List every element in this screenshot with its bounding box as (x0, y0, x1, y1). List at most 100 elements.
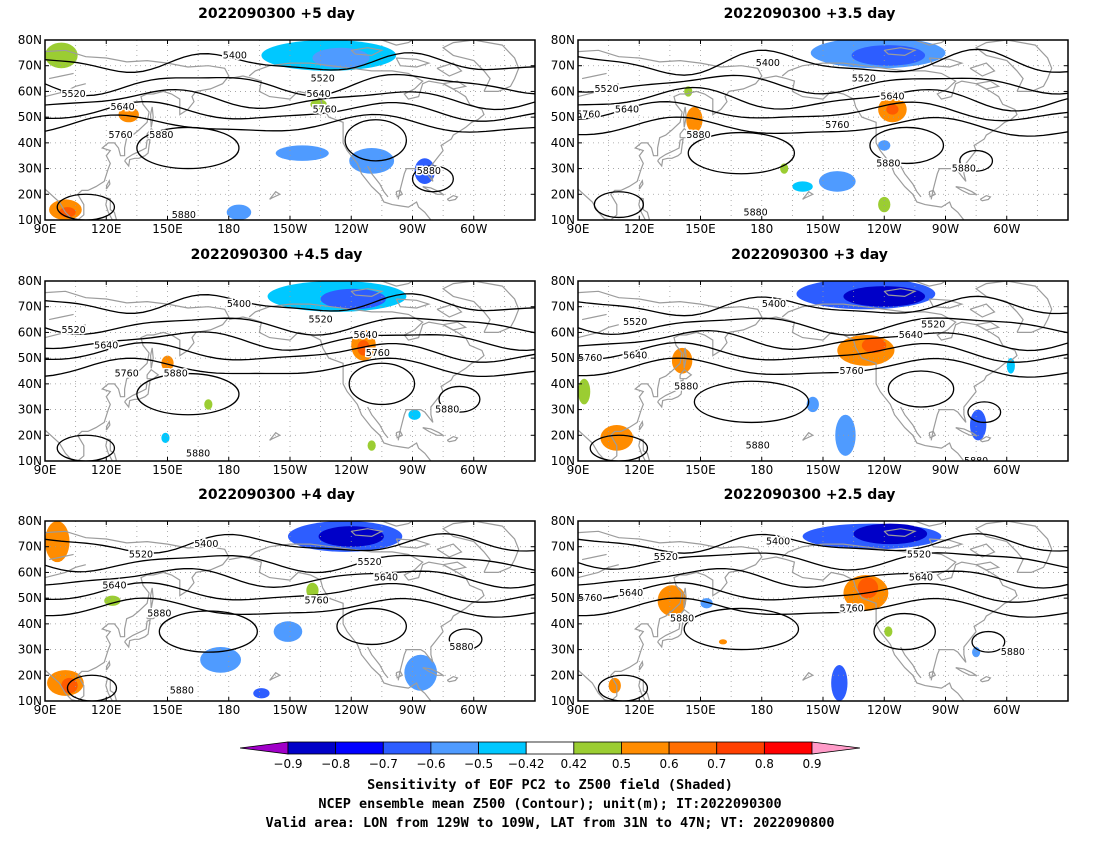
y-tick-label: 10N (18, 213, 42, 227)
x-tick-label: 150W (273, 463, 308, 477)
coastline (955, 667, 979, 676)
sensitivity-shading (857, 577, 879, 599)
coastline (45, 324, 86, 339)
y-tick-label: 20N (18, 668, 42, 682)
panel-title: 2022090300 +5 day (198, 6, 355, 22)
coastline (446, 675, 459, 683)
coastline (578, 83, 619, 98)
coastline (781, 543, 1018, 681)
y-tick-label: 10N (551, 454, 575, 468)
coastline (975, 80, 1001, 90)
y-tick-label: 50N (18, 591, 42, 605)
sensitivity-shading (831, 665, 848, 701)
coastline (45, 530, 230, 701)
contour-label: 5760 (115, 369, 139, 380)
contour-label: 5520 (852, 74, 876, 85)
x-tick-label: 150W (273, 222, 308, 236)
coastline (914, 40, 946, 46)
x-tick-label: 60W (993, 703, 1020, 717)
x-tick-label: 120W (334, 463, 369, 477)
contour-label: 5640 (374, 573, 398, 584)
coastline (248, 62, 485, 200)
colorbar-label: 0.42 (560, 757, 587, 771)
height-contour (578, 74, 1068, 95)
height-contour (45, 88, 535, 111)
x-tick-label: 120W (867, 222, 902, 236)
coastline (228, 75, 432, 220)
sensitivity-shading (886, 104, 899, 115)
height-contour (959, 149, 994, 172)
map-plot: 5400552055205640564057605760588058805880… (551, 274, 1069, 477)
coastline (679, 608, 693, 620)
height-contour (578, 357, 1068, 378)
contour-label: 5880 (876, 158, 900, 169)
sensitivity-shading (884, 626, 893, 637)
coastline (228, 316, 432, 461)
colorbar-label: 0.5 (612, 757, 631, 771)
coastline (578, 324, 619, 339)
contour-label: 5880 (149, 130, 173, 141)
coastline (578, 49, 763, 220)
colorbar-box (573, 741, 622, 755)
contour-label: 5880 (435, 405, 459, 416)
contour-label: 5760 (366, 348, 390, 359)
sensitivity-shading (835, 414, 856, 456)
height-contour (348, 362, 416, 406)
sensitivity-shading (61, 677, 78, 694)
coastline (581, 313, 607, 321)
coastline (395, 189, 404, 198)
height-contour (45, 113, 535, 133)
contour-label: 5880 (147, 609, 171, 620)
coastline (928, 189, 937, 198)
panel-title: 2022090300 +3 day (731, 247, 888, 263)
height-contour (45, 567, 535, 589)
contour-label: 5640 (623, 351, 647, 362)
contour-label: 5880 (1001, 647, 1025, 658)
height-contour (578, 101, 1068, 122)
y-tick-label: 60N (18, 565, 42, 579)
y-tick-label: 80N (18, 514, 42, 528)
height-contour (45, 554, 535, 574)
coastline (228, 556, 432, 701)
contour-label: 5760 (304, 596, 328, 607)
sensitivity-shading (851, 45, 926, 66)
x-tick-label: 150E (152, 463, 183, 477)
x-tick-label: 60W (993, 222, 1020, 236)
x-tick-label: 120E (624, 703, 655, 717)
height-contour (683, 607, 800, 651)
y-tick-label: 10N (551, 694, 575, 708)
coastline (761, 556, 965, 701)
contour-label: 5880 (186, 448, 210, 459)
map-panel-plus4-5-day: 2022090300 +4.5 day 5400 5520 5520 5640 5640… (10, 247, 543, 477)
contour-label: 5880 (417, 166, 441, 177)
height-contour (45, 331, 535, 352)
height-contour (136, 126, 240, 170)
x-tick-label: 150E (152, 703, 183, 717)
x-tick-label: 150W (273, 703, 308, 717)
height-contour (578, 116, 1068, 137)
caption-line-2: NCEP ensemble mean Z500 (Contour); unit(… (318, 796, 782, 812)
y-tick-label: 30N (551, 403, 575, 417)
contour-label: 5520 (61, 325, 85, 336)
sensitivity-shading (367, 440, 376, 451)
x-tick-label: 150E (685, 463, 716, 477)
y-tick-label: 80N (18, 274, 42, 288)
coastline (48, 72, 74, 80)
sensitivity-shading (161, 355, 174, 371)
coastline (442, 321, 468, 331)
height-contour (411, 165, 454, 193)
sensitivity-shading (806, 396, 819, 413)
x-tick-label: 90W (932, 222, 959, 236)
coastline (928, 670, 937, 679)
coastline (682, 347, 687, 369)
x-tick-label: 120W (867, 703, 902, 717)
colorbar-label: −0.9 (273, 757, 302, 771)
height-contour (45, 341, 535, 363)
colorbar: −0.9 −0.8 −0.7 −0.6 −0.5 −0.42 0.42 0.5 0.6 0.7 0.… (240, 741, 860, 771)
x-tick-label: 60W (460, 222, 487, 236)
coastline (436, 543, 463, 558)
contour-label: 5760 (578, 353, 602, 364)
contour-label: 5520 (311, 74, 335, 85)
